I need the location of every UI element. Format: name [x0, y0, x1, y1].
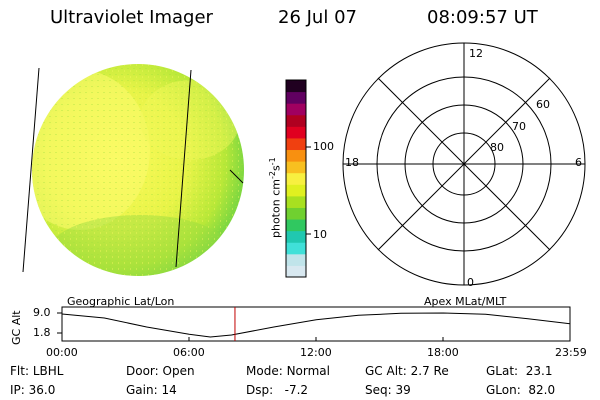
door-value: Open: [162, 364, 195, 378]
seq-value: 39: [395, 383, 411, 397]
geo-terminator-tick: [229, 169, 244, 184]
colorbar-segment: [286, 172, 306, 185]
dsp-value: -7.2: [284, 383, 309, 397]
geo-longitude-line-left: [22, 67, 40, 273]
apex-mode-label: Apex MLat/MLT: [424, 295, 507, 308]
time-tick-2359: 23:59: [555, 346, 587, 359]
ip-readout: IP: 36.0: [10, 383, 56, 397]
instrument-title: Ultraviolet Imager: [50, 7, 213, 28]
colorbar-tick-100: 100: [313, 140, 334, 153]
seq-readout: Seq: 39: [365, 383, 411, 397]
mlat-label-60: 60: [536, 98, 550, 111]
filter-readout: Flt: LBHL: [10, 364, 64, 378]
colorbar-segment: [286, 161, 306, 174]
colorbar-segment: [286, 149, 306, 162]
colorbar-segment: [286, 253, 306, 266]
ip-value: 36.0: [28, 383, 56, 397]
mlt-label-0: 0: [467, 276, 474, 289]
geographic-mode-label: Geographic Lat/Lon: [67, 295, 175, 308]
altitude-axis-label: GC Alt: [10, 310, 23, 345]
gain-value: 14: [161, 383, 177, 397]
door-readout: Door: Open: [126, 364, 195, 378]
mode-readout: Mode: Normal: [246, 364, 330, 378]
altitude-curve: [61, 312, 571, 338]
mlt-label-18: 18: [345, 156, 359, 169]
colorbar-segment: [286, 137, 306, 151]
gc-alt-readout: GC Alt: 2.7 Re: [365, 364, 449, 378]
image-time: 08:09:57 UT: [427, 7, 538, 28]
glat-value: 23.1: [525, 364, 553, 378]
time-tick-0000: 00:00: [46, 346, 78, 359]
dsp-readout: Dsp: -7.2: [246, 383, 309, 397]
colorbar-segment: [286, 265, 306, 278]
mlt-label-6: 6: [575, 156, 582, 169]
glon-value: 82.0: [528, 383, 556, 397]
mlat-label-70: 70: [512, 120, 526, 133]
colorbar-segment: [286, 219, 306, 232]
time-tick-1200: 12:00: [300, 346, 332, 359]
gc-alt-value: 2.7 Re: [410, 364, 449, 378]
time-tick-1800: 18:00: [427, 346, 459, 359]
colorbar-segment: [286, 230, 306, 243]
filter-value: LBHL: [32, 364, 64, 378]
colorbar-segment: [286, 242, 306, 255]
colorbar-tick-10: 10: [313, 228, 327, 241]
geo-longitude-line-right: [175, 69, 192, 268]
colorbar-segment: [286, 114, 306, 127]
altitude-tick-high: 9.0: [33, 306, 51, 319]
mlt-label-12: 12: [469, 47, 483, 60]
colorbar-segment: [286, 126, 306, 139]
mlat-label-80: 80: [490, 141, 504, 154]
colorbar-segment: [286, 195, 306, 208]
mode-value: Normal: [286, 364, 330, 378]
time-tick-0600: 06:00: [173, 346, 205, 359]
glon-readout: GLon: 82.0: [486, 383, 556, 397]
gain-readout: Gain: 14: [126, 383, 177, 397]
glat-readout: GLat: 23.1: [486, 364, 553, 378]
altitude-tick-low: 1.8: [33, 326, 51, 339]
image-date: 26 Jul 07: [278, 7, 357, 28]
colorbar-segment: [286, 184, 306, 197]
colorbar-segment: [286, 80, 306, 93]
colorbar-segment: [286, 103, 306, 116]
colorbar-segment: [286, 207, 306, 220]
colorbar-segment: [286, 91, 306, 104]
